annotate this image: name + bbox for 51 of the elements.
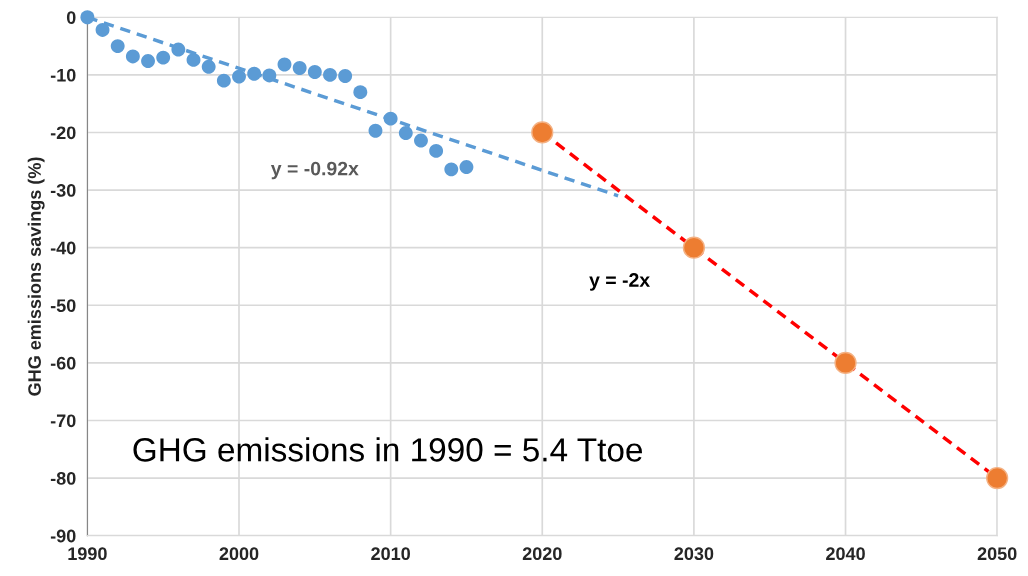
point xyxy=(429,143,444,158)
x-tick-label: 1990 xyxy=(68,547,107,561)
point xyxy=(156,50,171,65)
point xyxy=(186,52,201,67)
annotation: GHG emissions in 1990 = 5.4 Ttoe xyxy=(133,437,642,462)
point xyxy=(834,351,857,374)
point xyxy=(531,121,554,144)
point xyxy=(95,23,110,37)
y-tick-label: -90 xyxy=(50,529,76,543)
y-axis-title: GHG emissions savings (%) xyxy=(27,157,45,396)
point xyxy=(262,68,277,83)
y-tick-label: -40 xyxy=(50,241,76,255)
point xyxy=(80,10,95,25)
x-tick-label: 2010 xyxy=(371,547,410,561)
y-tick-label: -60 xyxy=(50,356,76,370)
point xyxy=(171,42,186,57)
point xyxy=(201,59,216,74)
annotation: y = -0.92x xyxy=(270,161,359,180)
y-tick-label: -20 xyxy=(50,126,76,140)
y-tick-label: -50 xyxy=(50,299,76,312)
point xyxy=(338,69,353,83)
x-tick-label: 2030 xyxy=(674,547,714,561)
x-tick-label: 2020 xyxy=(522,547,562,561)
y-tick-label: 0 xyxy=(66,11,76,24)
y-tick-label: -70 xyxy=(50,414,76,428)
x-tick-label: 2050 xyxy=(977,547,1017,561)
point xyxy=(353,85,368,100)
point xyxy=(216,73,231,88)
x-tick-label: 2000 xyxy=(219,547,259,561)
point xyxy=(277,57,292,72)
y-tick-label: -80 xyxy=(50,472,76,485)
point xyxy=(141,54,155,68)
point xyxy=(292,61,307,75)
point xyxy=(383,111,398,126)
point xyxy=(444,162,459,177)
x-tick-label: 2040 xyxy=(826,547,865,561)
y-tick-label: -30 xyxy=(50,184,76,197)
point xyxy=(323,67,337,82)
point xyxy=(398,126,413,140)
point xyxy=(247,66,262,81)
point xyxy=(232,69,246,84)
y-tick-label: -10 xyxy=(50,68,76,82)
point xyxy=(125,49,140,64)
point xyxy=(307,65,322,79)
point xyxy=(368,123,383,138)
point xyxy=(414,133,428,148)
point xyxy=(986,466,1009,490)
point xyxy=(682,236,706,259)
point xyxy=(110,39,125,54)
point xyxy=(459,160,474,174)
annotation: y = -2x xyxy=(589,273,650,291)
